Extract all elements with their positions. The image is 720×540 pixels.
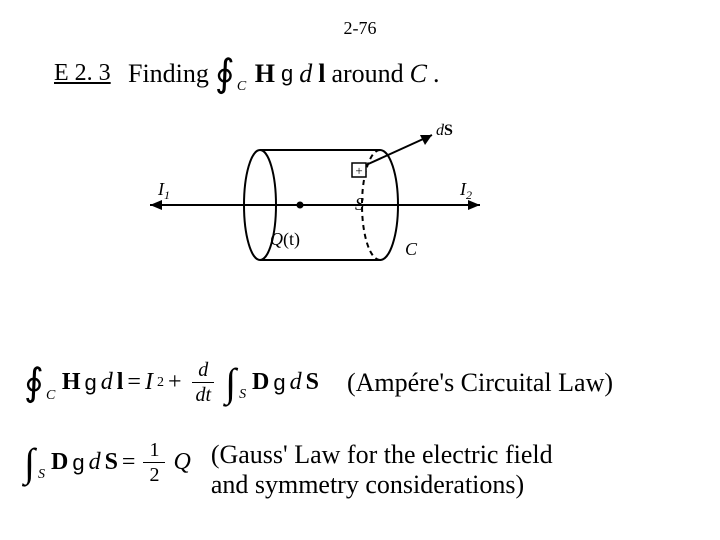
equation-ampere: ∮ C H g d l = I 2 + d dt ∫ S D g d S (Am…: [24, 360, 704, 405]
vec-d: D: [252, 369, 269, 396]
g-dot: g: [281, 61, 293, 87]
label-c: C: [405, 239, 418, 259]
diagram: + I1 I2 Q(t) S C dS: [130, 105, 510, 305]
d-dt-frac: d dt: [190, 360, 218, 405]
dl-d: d: [299, 59, 312, 89]
problem-label: E 2. 3: [54, 60, 111, 87]
problem-statement: Finding ∮ C H g d l around C .: [128, 55, 440, 93]
ds-s2: S: [105, 449, 118, 476]
int-icon: ∫: [225, 367, 236, 399]
i2-sub: 2: [157, 375, 164, 391]
i2: I: [145, 369, 153, 396]
plus: +: [168, 369, 182, 396]
plus-sign: +: [355, 163, 362, 178]
label-s: S: [355, 194, 364, 214]
gdot2: g: [273, 370, 285, 396]
oint-sub: C: [46, 388, 55, 404]
equation-gauss: ∫ S D g d S = 1 2 Q (Gauss' Law for the …: [24, 440, 704, 500]
ds-s: S: [306, 369, 319, 396]
equals: =: [127, 369, 141, 396]
around-text: around: [331, 59, 403, 89]
int-icon-2: ∫: [24, 447, 35, 479]
label-i1: I1: [157, 179, 170, 202]
frac-num2: 1: [143, 440, 165, 463]
dl-l: l: [318, 59, 325, 89]
oint-icon: ∮: [24, 364, 44, 402]
finding-text: Finding: [128, 59, 209, 89]
integral-symbol: ∮ C: [215, 55, 235, 93]
label-i2: I2: [459, 179, 472, 202]
eq1-math: ∮ C H g d l = I 2 + d dt ∫ S D g d S: [24, 360, 319, 405]
curve-c: C: [410, 59, 427, 89]
half-frac: 1 2: [143, 440, 165, 485]
gdot1: g: [84, 370, 96, 396]
arrow-left: [150, 200, 162, 210]
label-q: Q(t): [270, 229, 300, 250]
gdot3: g: [72, 450, 84, 476]
eq2-label: (Gauss' Law for the electric field and s…: [211, 440, 571, 500]
frac-den: dt: [190, 383, 218, 405]
frac-den2: 2: [143, 463, 165, 485]
charge-dot: [297, 202, 304, 209]
eq2-math: ∫ S D g d S = 1 2 Q: [24, 440, 191, 485]
ds-d: d: [290, 369, 302, 396]
dl-l: l: [117, 369, 124, 396]
eq1-label: (Ampére's Circuital Law): [347, 368, 613, 398]
page-number: 2-76: [344, 18, 377, 39]
period: .: [433, 59, 440, 89]
label-ds: dS: [436, 122, 453, 139]
q-sym: Q: [173, 449, 190, 476]
dl-d: d: [101, 369, 113, 396]
int-sub-s2: S: [38, 467, 45, 483]
diagram-svg: + I1 I2 Q(t) S C dS: [130, 105, 510, 305]
equals2: =: [122, 449, 136, 476]
integral-sub-c: C: [237, 79, 246, 95]
vec-h: H: [62, 369, 81, 396]
vector-h: H: [255, 59, 275, 89]
ds-d2: d: [89, 449, 101, 476]
frac-num: d: [192, 360, 214, 383]
vec-d2: D: [51, 449, 68, 476]
int-sub-s: S: [239, 387, 246, 403]
